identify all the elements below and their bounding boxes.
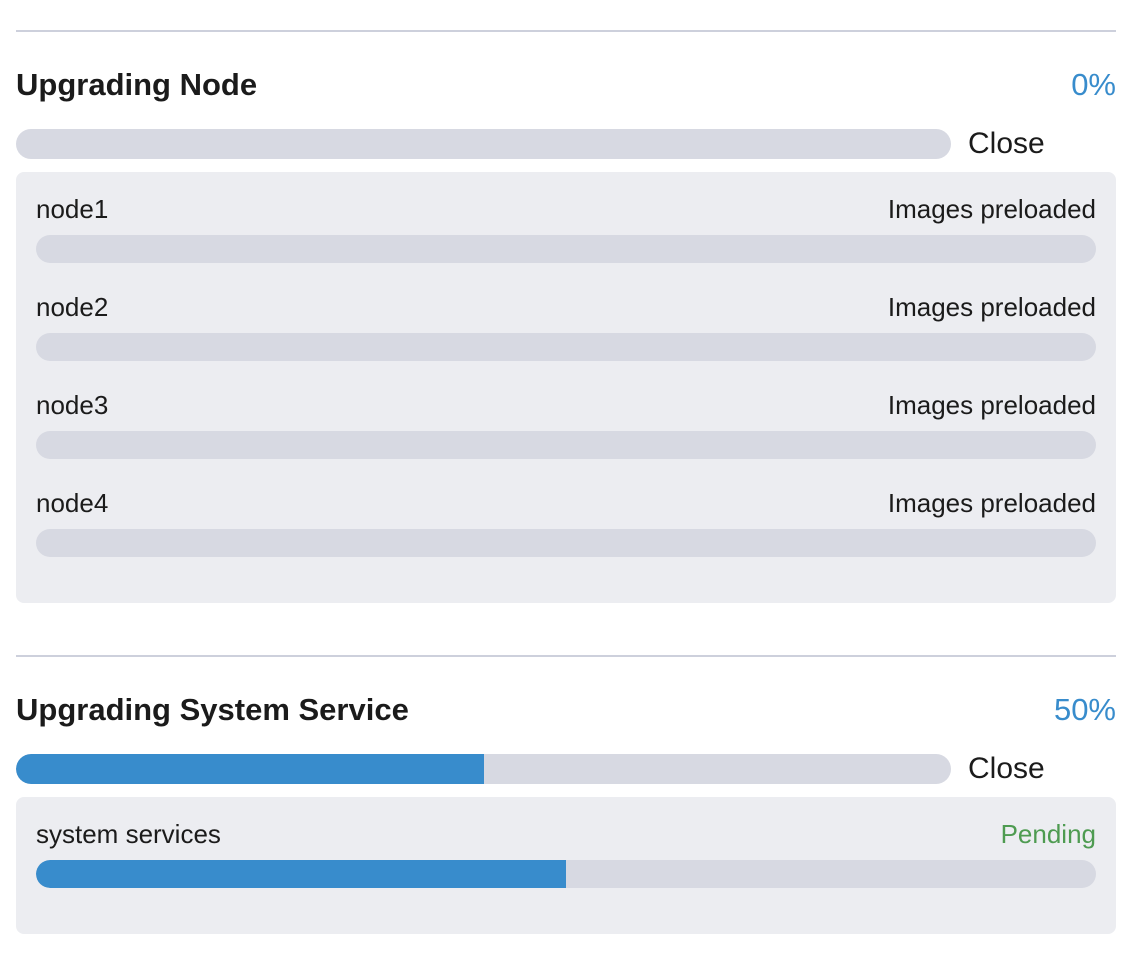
item-progress-fill (36, 860, 566, 888)
upgrade-section: Upgrading Node 0% Close node1 Images pre… (16, 30, 1116, 603)
item-status: Pending (1000, 819, 1096, 849)
items-panel: system services Pending (16, 797, 1116, 934)
item-header: node1 Images preloaded (36, 194, 1096, 224)
item-name: node2 (36, 292, 109, 322)
item-header: node4 Images preloaded (36, 488, 1096, 518)
item-name: system services (36, 819, 221, 849)
item-row: system services Pending (36, 819, 1096, 888)
section-title: Upgrading System Service (16, 692, 409, 727)
item-header: node3 Images preloaded (36, 390, 1096, 420)
upgrade-progress-page: Upgrading Node 0% Close node1 Images pre… (16, 0, 1116, 934)
item-status: Images preloaded (887, 194, 1096, 224)
section-header: Upgrading System Service 50% (16, 691, 1116, 729)
item-status: Images preloaded (887, 390, 1096, 420)
item-row: node2 Images preloaded (36, 292, 1096, 361)
item-progress-bar (36, 860, 1096, 888)
section-percent: 0% (1071, 67, 1116, 102)
item-progress-bar (36, 333, 1096, 361)
section-title: Upgrading Node (16, 67, 258, 102)
item-name: node3 (36, 390, 109, 420)
section-header: Upgrading Node 0% (16, 66, 1116, 104)
item-status: Images preloaded (887, 292, 1096, 322)
item-progress-bar (36, 235, 1096, 263)
section-percent: 50% (1053, 692, 1116, 727)
item-row: node4 Images preloaded (36, 488, 1096, 557)
item-name: node1 (36, 194, 109, 224)
item-progress-bar (36, 431, 1096, 459)
section-progress-row: Close (16, 129, 1116, 159)
section-progress-row: Close (16, 754, 1116, 784)
item-progress-bar (36, 529, 1096, 557)
item-header: system services Pending (36, 819, 1096, 849)
section-divider (16, 30, 1116, 32)
item-row: node3 Images preloaded (36, 390, 1096, 459)
section-progress-bar (16, 129, 951, 159)
section-divider (16, 655, 1116, 657)
upgrade-section: Upgrading System Service 50% Close syste… (16, 655, 1116, 934)
items-panel: node1 Images preloaded node2 Images prel… (16, 172, 1116, 603)
item-row: node1 Images preloaded (36, 194, 1096, 263)
item-header: node2 Images preloaded (36, 292, 1096, 322)
item-status: Images preloaded (887, 488, 1096, 518)
section-progress-bar (16, 754, 951, 784)
item-name: node4 (36, 488, 109, 518)
close-button[interactable]: Close (968, 752, 1045, 785)
close-button[interactable]: Close (968, 127, 1045, 160)
section-progress-fill (16, 754, 484, 784)
